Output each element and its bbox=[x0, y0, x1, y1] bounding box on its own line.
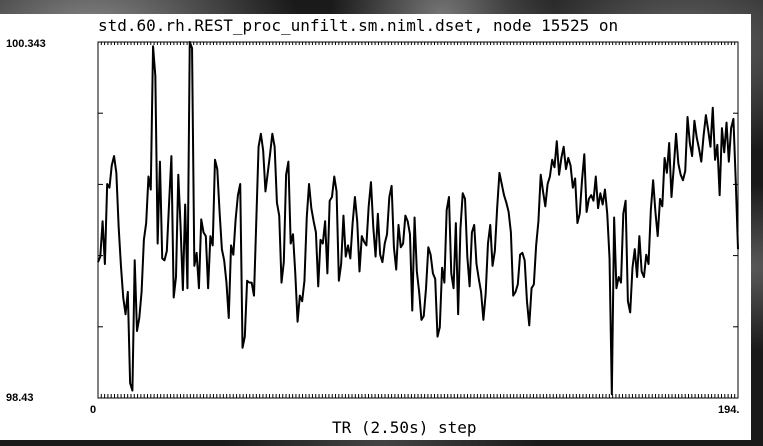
graph-title: std.60.rh.REST_proc_unfilt.sm.niml.dset,… bbox=[98, 16, 619, 35]
x-axis-min-label: 0 bbox=[90, 404, 97, 416]
y-axis-min-label: 98.43 bbox=[6, 392, 34, 404]
plot-lines bbox=[97, 41, 739, 396]
x-axis-label: TR (2.50s) step bbox=[332, 418, 477, 437]
y-axis-max-label: 100.343 bbox=[6, 38, 46, 50]
series-line-0 bbox=[97, 41, 739, 396]
x-axis-max-label: 194. bbox=[718, 404, 740, 416]
